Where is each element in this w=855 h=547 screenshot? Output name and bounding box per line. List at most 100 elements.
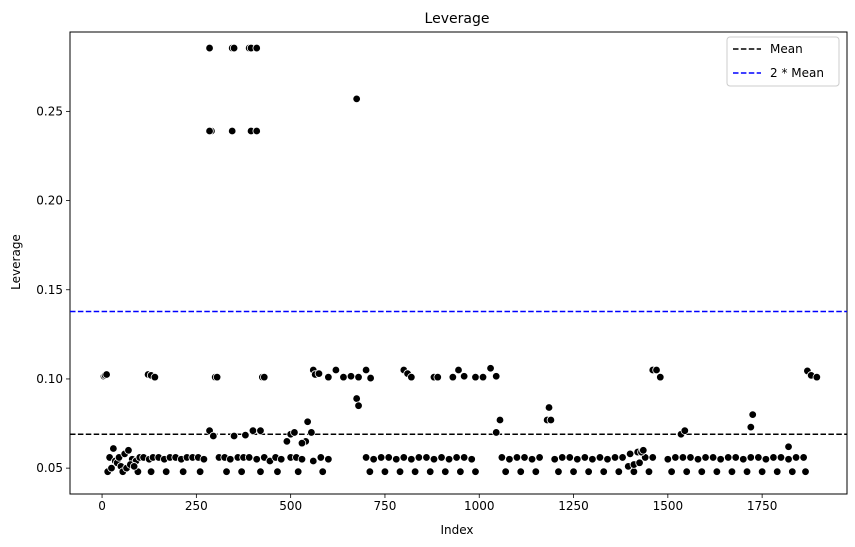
data-point bbox=[550, 455, 559, 464]
data-point bbox=[788, 467, 797, 476]
x-tick-label: 500 bbox=[279, 499, 302, 513]
data-point bbox=[478, 372, 488, 382]
data-point bbox=[399, 453, 409, 462]
data-point bbox=[546, 415, 556, 425]
data-point bbox=[801, 467, 810, 476]
data-point bbox=[610, 453, 620, 462]
data-point bbox=[248, 426, 258, 435]
data-point bbox=[407, 372, 416, 382]
data-point bbox=[459, 453, 469, 462]
data-point bbox=[107, 463, 116, 473]
data-point bbox=[229, 431, 239, 441]
data-point bbox=[580, 453, 590, 462]
data-point bbox=[226, 455, 235, 464]
data-point bbox=[701, 453, 710, 462]
data-point bbox=[441, 467, 450, 476]
data-point bbox=[746, 422, 756, 432]
data-point bbox=[512, 453, 522, 462]
data-point bbox=[671, 453, 680, 462]
data-point bbox=[376, 453, 386, 462]
data-point bbox=[639, 446, 648, 455]
data-point bbox=[505, 455, 514, 464]
legend-mean-label: Mean bbox=[770, 42, 803, 56]
data-point bbox=[256, 467, 265, 476]
data-point bbox=[495, 415, 505, 425]
data-point bbox=[456, 467, 465, 476]
data-point bbox=[680, 426, 690, 435]
plot-frame bbox=[69, 31, 848, 495]
data-point bbox=[754, 453, 763, 462]
y-tick-label: 0.25 bbox=[36, 104, 63, 118]
data-point bbox=[199, 455, 209, 464]
data-point bbox=[422, 453, 431, 462]
data-point bbox=[361, 365, 371, 375]
data-point bbox=[277, 455, 286, 464]
data-point bbox=[731, 453, 740, 462]
y-tick-label: 0.10 bbox=[36, 372, 63, 386]
data-point bbox=[244, 453, 254, 462]
data-point bbox=[603, 455, 612, 464]
reference-lines bbox=[70, 310, 847, 435]
data-point bbox=[252, 43, 261, 53]
data-point bbox=[452, 453, 461, 462]
data-point bbox=[656, 372, 665, 382]
y-axis: 0.05 0.10 0.15 0.20 0.25 bbox=[36, 104, 70, 475]
x-tick-label: 250 bbox=[185, 499, 208, 513]
data-point bbox=[410, 467, 420, 476]
x-tick-label: 750 bbox=[373, 499, 396, 513]
data-point bbox=[686, 453, 695, 462]
data-point bbox=[716, 455, 725, 464]
data-point bbox=[471, 372, 480, 382]
data-point bbox=[531, 467, 541, 476]
data-point bbox=[260, 372, 269, 382]
data-point bbox=[205, 126, 214, 136]
data-point bbox=[459, 372, 469, 381]
data-point bbox=[535, 453, 544, 462]
data-point bbox=[727, 467, 737, 476]
x-axis: 0 250 500 750 1000 1250 1500 1750 bbox=[98, 494, 777, 513]
data-point bbox=[588, 455, 597, 464]
data-point bbox=[318, 467, 327, 476]
data-point bbox=[433, 372, 442, 382]
plot-area bbox=[69, 31, 848, 495]
data-point bbox=[746, 453, 756, 462]
data-point bbox=[761, 455, 771, 464]
data-point bbox=[486, 364, 495, 373]
data-point bbox=[426, 467, 435, 476]
data-point bbox=[501, 467, 510, 476]
data-point bbox=[222, 467, 231, 476]
data-point bbox=[599, 467, 608, 476]
data-point bbox=[178, 467, 188, 476]
data-point bbox=[314, 369, 324, 378]
data-point bbox=[290, 428, 299, 437]
data-point bbox=[648, 453, 657, 462]
data-point bbox=[565, 453, 574, 462]
data-point bbox=[437, 453, 446, 462]
data-point bbox=[614, 467, 624, 476]
data-point bbox=[595, 453, 605, 462]
data-point bbox=[454, 365, 463, 375]
y-tick-label: 0.05 bbox=[36, 461, 63, 475]
data-point bbox=[678, 453, 688, 462]
data-point bbox=[667, 467, 676, 476]
data-point bbox=[712, 467, 722, 476]
data-point bbox=[297, 438, 307, 448]
x-tick-label: 1750 bbox=[747, 499, 778, 513]
data-point bbox=[492, 428, 501, 437]
data-point bbox=[109, 444, 118, 453]
data-point bbox=[307, 428, 316, 437]
data-point bbox=[693, 455, 703, 464]
data-point bbox=[316, 453, 326, 462]
data-points bbox=[99, 43, 822, 476]
data-point bbox=[429, 455, 439, 464]
x-tick-label: 0 bbox=[98, 499, 106, 513]
data-point bbox=[748, 410, 757, 419]
data-point bbox=[471, 467, 480, 476]
data-point bbox=[414, 453, 424, 462]
data-point bbox=[161, 467, 171, 476]
data-point bbox=[212, 372, 222, 382]
data-point bbox=[558, 453, 567, 462]
data-point bbox=[369, 455, 378, 464]
x-tick-label: 1000 bbox=[464, 499, 495, 513]
